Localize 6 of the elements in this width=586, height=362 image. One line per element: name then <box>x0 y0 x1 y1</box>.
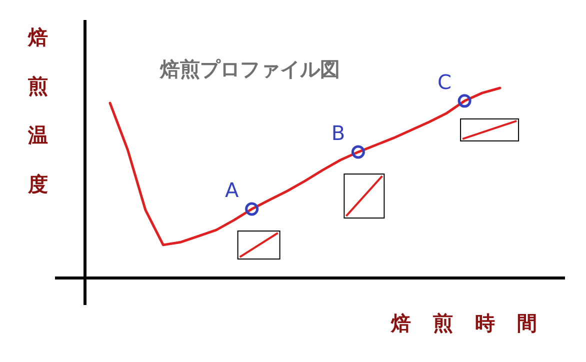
annotation: A <box>224 178 239 202</box>
annotation: C <box>438 70 452 94</box>
x-axis-title: 焙煎時間 <box>390 311 559 335</box>
text: 焙煎温度 <box>28 25 48 196</box>
annotation: B <box>331 121 346 146</box>
chart-title: 焙煎プロファイル図 <box>159 57 340 81</box>
